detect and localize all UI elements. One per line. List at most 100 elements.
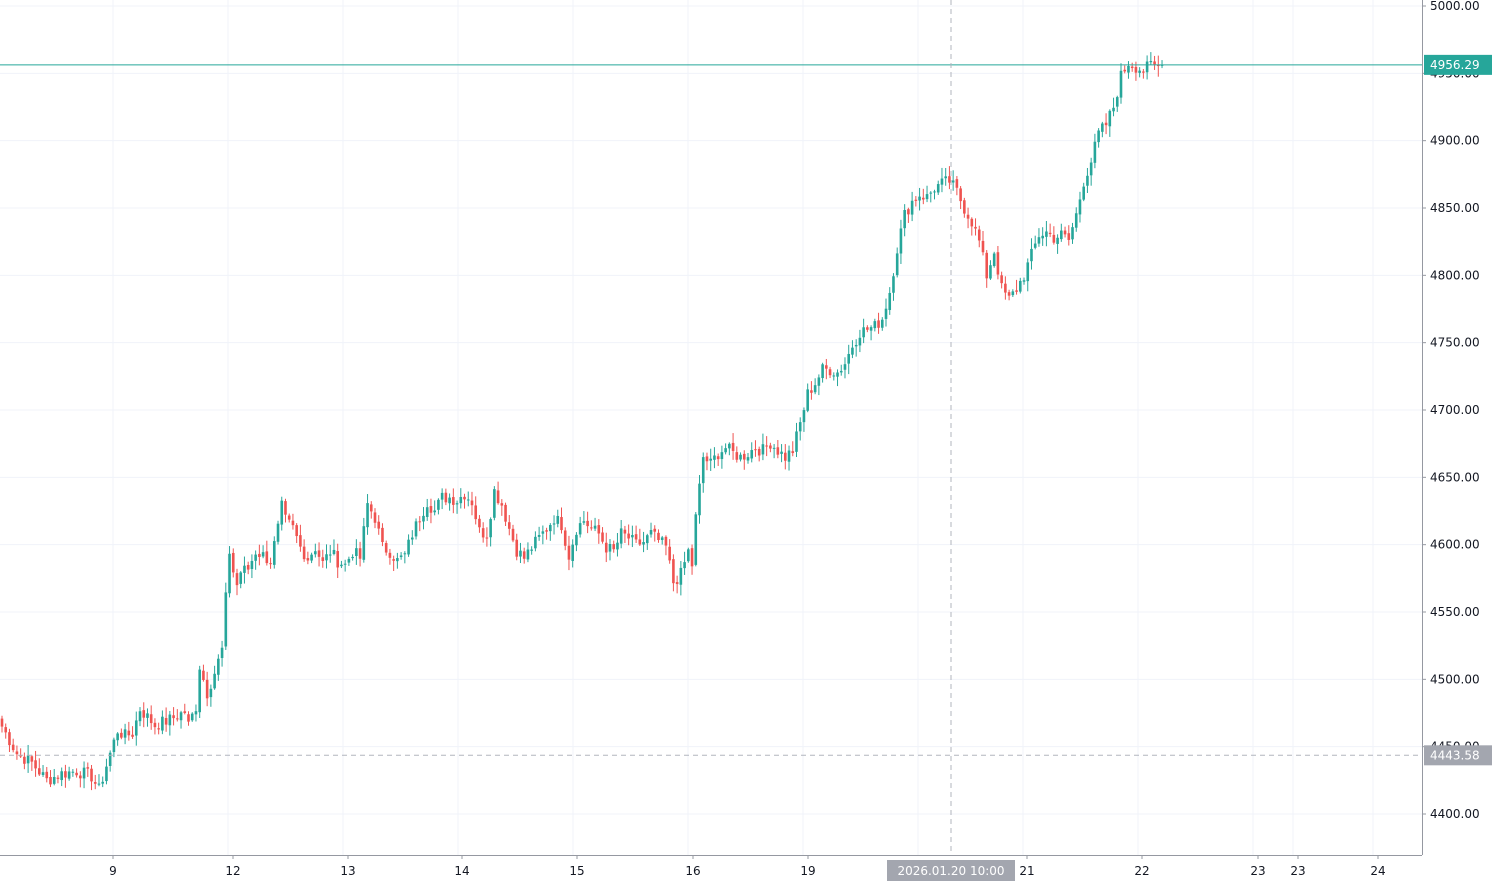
candle-body [455, 503, 459, 505]
grid [0, 0, 1422, 855]
candle-body [922, 197, 925, 200]
candle-body [328, 554, 332, 556]
candle-body [903, 210, 906, 229]
candle-body [1048, 232, 1052, 235]
candle-body [381, 527, 384, 543]
candle-body [690, 548, 694, 567]
candle-body [123, 729, 127, 738]
candle-body [1119, 70, 1123, 98]
candle-body [440, 492, 444, 500]
candle-body [321, 557, 325, 562]
candle-body [134, 720, 138, 736]
candle-body [179, 712, 183, 721]
candle-body [713, 455, 716, 460]
last-price-label: 4956.29 [1430, 58, 1480, 72]
candle-body [757, 448, 761, 456]
candle-body [463, 496, 466, 500]
candle-body [11, 744, 15, 751]
price-tick-label: 4900.00 [1430, 134, 1480, 148]
candle-body [284, 501, 287, 515]
candle-body [0, 718, 4, 727]
candle-body [612, 544, 616, 550]
candle-body [817, 377, 821, 386]
candle-body [593, 525, 597, 529]
candle-body [728, 443, 731, 449]
candle-body [478, 518, 481, 528]
candle-body [582, 521, 586, 523]
candle-body [399, 555, 403, 558]
candle-body [493, 489, 496, 518]
candle-body [1015, 290, 1018, 292]
candle-body [866, 327, 869, 330]
candle-body [291, 520, 295, 526]
candle-body [668, 546, 671, 561]
price-tick-label: 4550.00 [1430, 605, 1480, 619]
candle-body [563, 530, 567, 546]
candle-body [660, 537, 664, 540]
candle-body [466, 499, 470, 501]
candle-body [1004, 283, 1007, 293]
candle-body [1056, 237, 1059, 244]
time-tick-label: 23 [1290, 864, 1305, 878]
candle-body [705, 456, 709, 462]
candle-body [933, 191, 936, 193]
candle-body [310, 554, 313, 561]
time-tick-label: 24 [1370, 864, 1385, 878]
candle-body [739, 454, 742, 460]
candle-body [105, 766, 108, 782]
candle-body [351, 556, 354, 559]
candle-body [679, 567, 683, 585]
candle-body [19, 755, 22, 757]
candle-body [220, 647, 224, 659]
candle-body [481, 528, 485, 538]
candle-body [694, 514, 698, 565]
candle-body [1142, 71, 1145, 73]
time-tick-label: 23 [1250, 864, 1265, 878]
candle-body [899, 228, 903, 254]
candle-body [780, 451, 783, 454]
candle-body [250, 560, 254, 570]
candle-body [720, 452, 724, 460]
candle-body [470, 500, 474, 506]
candle-body [776, 447, 780, 455]
candle-body [832, 375, 836, 377]
candle-body [224, 592, 228, 647]
time-tick-label: 9 [109, 864, 117, 878]
candle-body [1037, 237, 1041, 244]
candle-body [422, 515, 425, 522]
candle-body [317, 550, 321, 557]
candle-body [985, 252, 989, 279]
candle-body [176, 718, 179, 720]
candle-body [798, 422, 802, 432]
candle-body [567, 545, 571, 560]
candle-body [552, 523, 556, 525]
candle-body [672, 559, 675, 584]
candle-body [701, 457, 705, 484]
candle-body [60, 771, 63, 781]
candle-body [34, 760, 37, 769]
candle-body [522, 551, 526, 559]
candle-body [1030, 248, 1033, 262]
candles [0, 52, 1164, 791]
candle-body [802, 410, 806, 423]
candle-body [213, 673, 216, 689]
candle-body [205, 679, 209, 699]
candle-body [877, 320, 880, 328]
candle-body [843, 364, 847, 370]
candle-body [683, 562, 686, 569]
candle-body [981, 240, 985, 253]
candle-body [601, 532, 604, 542]
candle-body [71, 771, 75, 773]
candle-body [347, 558, 351, 563]
candle-body [198, 669, 201, 713]
candle-body [769, 445, 772, 449]
time-tick-label: 19 [800, 864, 815, 878]
candle-body [15, 751, 19, 755]
candle-body [604, 542, 608, 553]
candle-body [411, 537, 414, 540]
candle-body [369, 504, 373, 512]
candle-body [974, 226, 977, 229]
candle-body [1134, 66, 1138, 73]
